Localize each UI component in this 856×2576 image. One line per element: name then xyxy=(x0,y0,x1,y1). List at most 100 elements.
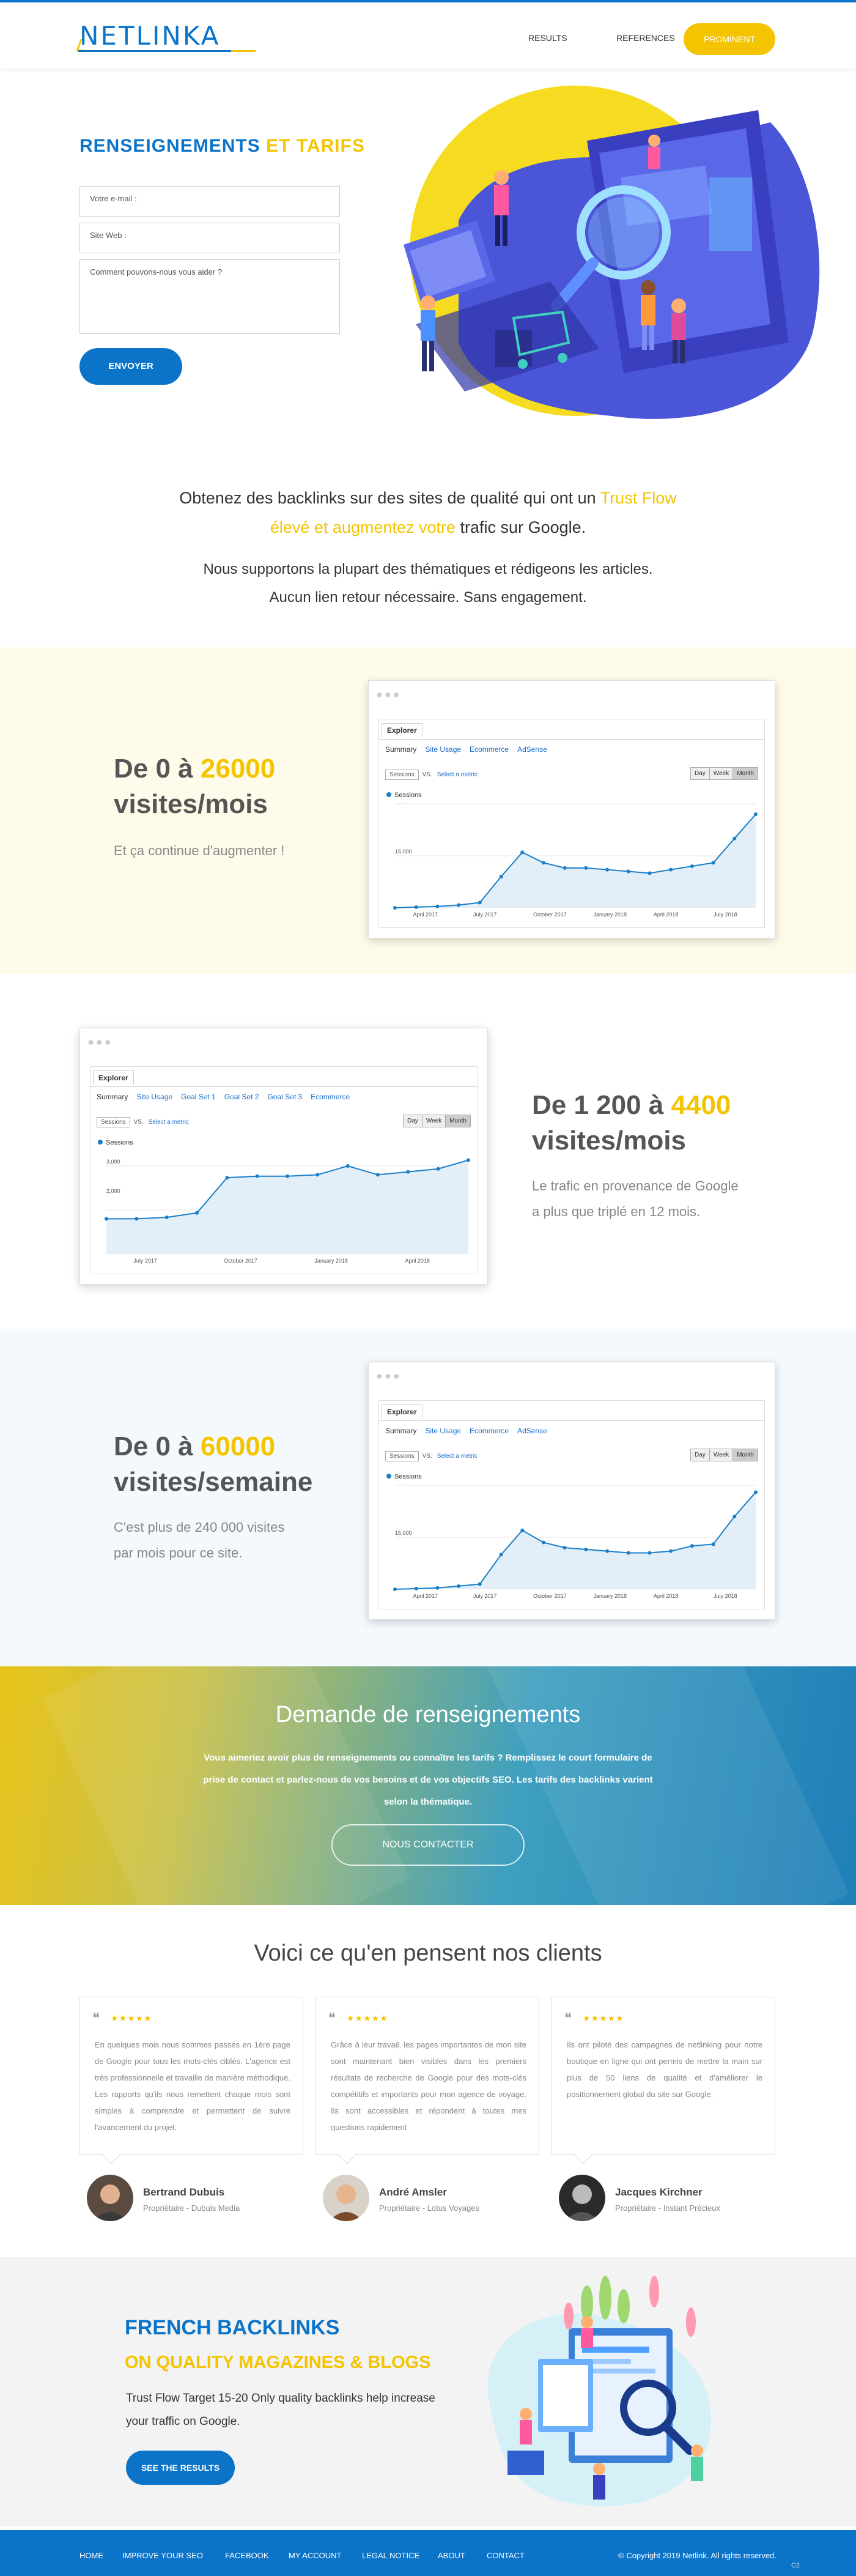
fb-subtitle: ON QUALITY MAGAZINES & BLOGS xyxy=(125,2353,431,2372)
footer-link-about[interactable]: ABOUT xyxy=(438,2551,465,2560)
website-field[interactable]: Site Web : xyxy=(79,223,340,253)
stat-1-number: 26000 xyxy=(200,754,276,784)
cta-band: Demande de renseignements Vous aimeriez … xyxy=(0,1666,856,1905)
x-tick-label: April 2017 xyxy=(413,1593,438,1599)
metric-select: Sessions xyxy=(385,1451,419,1461)
intro-line-3: Nous supportons la plupart des thématiqu… xyxy=(203,561,653,577)
testimonial-text: En quelques mois nous sommes passés en 1… xyxy=(95,2040,290,2132)
y-tick-label: 3,000 xyxy=(106,1159,120,1165)
data-point xyxy=(195,1211,199,1215)
footer-link-home[interactable]: HOME xyxy=(79,2551,103,2560)
stat-2-desc-2: a plus que triplé en 12 mois. xyxy=(532,1204,701,1219)
top-accent-bar xyxy=(0,0,856,2)
range-week: Week xyxy=(421,1115,446,1127)
y-tick-label: 2,000 xyxy=(106,1188,120,1194)
explorer-tab: Explorer xyxy=(93,1071,134,1085)
stat-1-unit: visites/mois xyxy=(114,789,268,819)
stat-3-number: 60000 xyxy=(200,1431,276,1461)
contact-title: RENSEIGNEMENTS ET TARIFS xyxy=(79,136,365,157)
cta-title: Demande de renseignements xyxy=(275,1702,581,1728)
footer-link-my-account[interactable]: MY ACCOUNT xyxy=(289,2551,342,2560)
site-header: NETLINKA RESULTS REFERENCES PROMINENT xyxy=(0,2,856,69)
range-week: Week xyxy=(709,767,734,780)
fb-title: FRENCH BACKLINKS xyxy=(125,2316,340,2339)
subtab: Site Usage xyxy=(425,745,462,754)
data-point xyxy=(478,1582,482,1586)
x-tick-label: April 2018 xyxy=(405,1258,430,1264)
data-point xyxy=(563,866,567,870)
x-tick-label: July 2018 xyxy=(714,1593,737,1599)
person-name: Bertrand Dubuis xyxy=(143,2186,225,2198)
data-point xyxy=(393,906,397,910)
stat-1-headline: De 0 à 26000 visites/mois xyxy=(114,751,275,822)
stat-3-desc-1: C'est plus de 240 000 visites xyxy=(114,1520,285,1535)
metric-select: Sessions xyxy=(97,1117,130,1127)
footer-badge: C2 xyxy=(791,2562,800,2569)
data-point xyxy=(754,1490,758,1494)
fb-text: Trust Flow Target 15-20 Only quality bac… xyxy=(126,2392,435,2428)
x-tick-label: July 2017 xyxy=(473,1593,497,1599)
metric-controls: Sessions VS. Select a metric xyxy=(385,1451,478,1461)
window-dots: ●●● xyxy=(87,1036,113,1048)
subtab: AdSense xyxy=(517,745,547,754)
person-name: Jacques Kirchner xyxy=(615,2186,703,2198)
data-point xyxy=(584,866,588,870)
vs-label: VS. xyxy=(133,1119,144,1126)
range-month: Month xyxy=(732,1449,758,1461)
explorer-tab: Explorer xyxy=(382,1405,422,1419)
data-point xyxy=(605,1549,610,1553)
range-buttons: Day Week Month xyxy=(690,1449,758,1461)
message-field[interactable]: Comment pouvons-nous vous aider ? xyxy=(79,259,340,334)
intro-highlight-1: Trust Flow xyxy=(600,489,677,507)
person-name: André Amsler xyxy=(379,2186,447,2198)
select-metric-link: Select a metric xyxy=(148,1119,189,1126)
x-tick-label: July 2017 xyxy=(133,1258,157,1264)
cta-text: Vous aimeriez avoir plus de renseignemen… xyxy=(203,1753,653,1807)
footer-link-legal-notice[interactable]: LEGAL NOTICE xyxy=(362,2551,420,2560)
y-tick-label: 30,000 xyxy=(395,1483,412,1484)
range-buttons: Day Week Month xyxy=(403,1115,471,1127)
subtab: AdSense xyxy=(517,1427,547,1435)
rating-stars: ★★★★★ xyxy=(347,2013,388,2023)
stat-1-desc: Et ça continue d'augmenter ! xyxy=(114,843,285,858)
vs-label: VS. xyxy=(422,1453,432,1460)
sessions-line-chart: 3,000 2,000 July 2017 October 2017 January 2… xyxy=(105,1158,470,1264)
subtab: Goal Set 2 xyxy=(224,1093,259,1101)
x-tick-label: April 2017 xyxy=(413,911,438,918)
logo[interactable]: NETLINKA xyxy=(79,21,221,51)
footer-link-improve-seo[interactable]: IMPROVE YOUR SEO xyxy=(122,2551,203,2560)
see-results-button[interactable]: SEE THE RESULTS xyxy=(126,2451,235,2485)
data-point xyxy=(541,861,545,865)
sub-tabs: Summary Site Usage Goal Set 1 Goal Set 2 Goa… xyxy=(97,1093,358,1101)
data-point xyxy=(225,1176,229,1180)
data-point xyxy=(732,836,737,841)
nav-references[interactable]: REFERENCES xyxy=(616,33,675,43)
data-point xyxy=(754,812,758,816)
data-point xyxy=(732,1515,737,1518)
metric-controls: Sessions VS. Select a metric xyxy=(97,1117,189,1127)
send-button[interactable]: ENVOYER xyxy=(79,348,182,385)
nav-results[interactable]: RESULTS xyxy=(528,33,567,43)
data-point xyxy=(499,875,503,878)
data-point xyxy=(164,1216,169,1219)
data-point xyxy=(414,905,418,909)
y-tick-label: 15,000 xyxy=(395,848,412,855)
avatar-andre xyxy=(323,2175,369,2221)
x-tick-label: July 2017 xyxy=(473,911,497,918)
range-month: Month xyxy=(732,767,758,780)
testimonial-text: Ils ont piloté des campagnes de netlinki… xyxy=(567,2040,762,2099)
contact-us-button[interactable]: NOUS CONTACTER xyxy=(331,1824,525,1866)
person-role: Propriétaire - Lotus Voyages xyxy=(379,2203,480,2213)
x-tick-label: January 2018 xyxy=(594,1593,627,1599)
chart-legend: Sessions xyxy=(386,792,422,799)
data-point xyxy=(584,1547,588,1551)
sessions-line-chart: 30,000 15,000 April 2017 July 2017 October 2… xyxy=(393,1483,758,1599)
email-field[interactable]: Votre e-mail : xyxy=(79,186,340,217)
subtab: Ecommerce xyxy=(470,745,509,754)
data-point xyxy=(690,1544,694,1548)
footer-link-contact[interactable]: CONTACT xyxy=(487,2551,525,2560)
sessions-area xyxy=(106,1160,468,1254)
nav-prominent-button[interactable]: PROMINENT xyxy=(684,23,775,55)
footer-link-facebook[interactable]: FACEBOOK xyxy=(225,2551,269,2560)
data-point xyxy=(520,850,525,855)
